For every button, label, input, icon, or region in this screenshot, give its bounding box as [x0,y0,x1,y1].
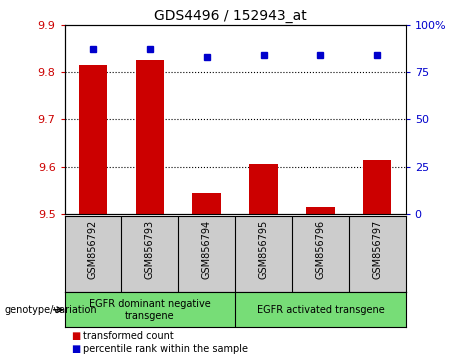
Text: EGFR dominant negative
transgene: EGFR dominant negative transgene [89,299,211,321]
Text: GSM856794: GSM856794 [201,220,212,279]
Bar [193,193,221,214]
Text: percentile rank within the sample: percentile rank within the sample [83,344,248,354]
Text: GSM856793: GSM856793 [145,220,155,279]
Text: transformed count: transformed count [83,331,174,341]
Text: genotype/variation: genotype/variation [5,305,97,315]
Text: ■: ■ [71,331,81,341]
Text: ■: ■ [71,344,81,354]
Text: GDS4496 / 152943_at: GDS4496 / 152943_at [154,9,307,23]
Text: GSM856796: GSM856796 [315,220,325,279]
Bar [249,165,278,214]
Bar [306,207,335,214]
Text: GSM856792: GSM856792 [88,220,98,279]
Text: GSM856795: GSM856795 [259,220,269,279]
Bar [363,160,391,214]
Text: GSM856797: GSM856797 [372,220,382,279]
Bar [79,65,107,214]
Text: EGFR activated transgene: EGFR activated transgene [256,305,384,315]
Bar [136,60,164,214]
